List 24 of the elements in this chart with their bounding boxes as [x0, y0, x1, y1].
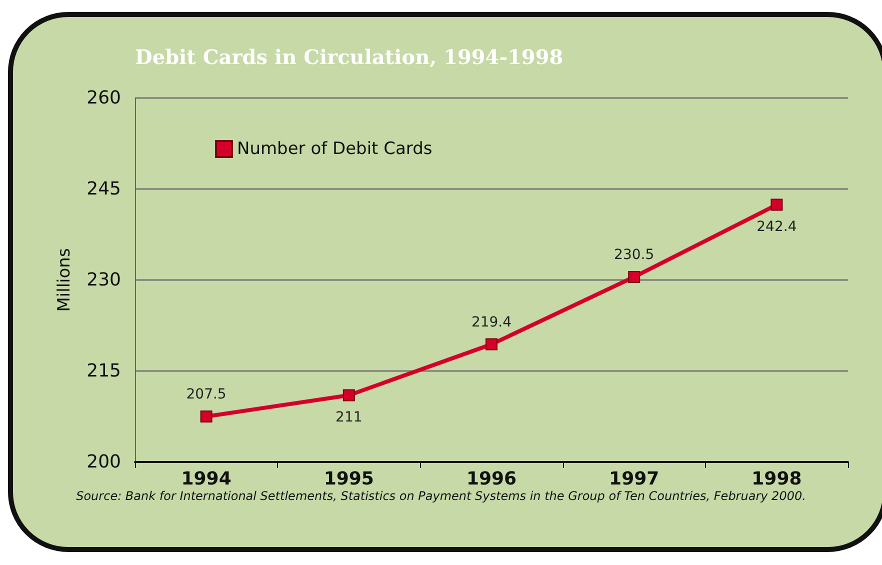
data-label: 242.4 — [756, 218, 797, 235]
point — [770, 198, 783, 211]
data-label: 207.5 — [186, 386, 226, 402]
data-label: 211 — [336, 409, 362, 426]
data-label: 230.5 — [614, 246, 654, 263]
legend-label: Number of Debit Cards — [237, 139, 432, 159]
point — [342, 389, 355, 402]
y-tick-label: 230 — [86, 270, 121, 290]
source-note: Source: Bank for International Settlements, Statistics on Payment Systems in the Group of Ten Countries, February 2000. — [76, 489, 806, 503]
x-tick-label: 1995 — [324, 468, 374, 490]
y-axis-title: Millions — [54, 248, 74, 312]
point — [628, 270, 640, 283]
y-tick-label: 260 — [86, 88, 121, 108]
chart-title: Debit Cards in Circulation, 1994-1998 — [135, 45, 564, 69]
x-tick-label: 1998 — [752, 468, 802, 490]
x-tick-label: 1994 — [181, 468, 232, 490]
x-tick-label: 1996 — [466, 468, 517, 490]
point — [200, 410, 212, 422]
point — [486, 338, 498, 350]
y-tick-label: 215 — [86, 360, 121, 382]
y-tick-label: 200 — [86, 452, 121, 472]
data-label: 219.4 — [471, 314, 512, 330]
y-tick-label: 245 — [86, 178, 121, 200]
x-tick-label: 1997 — [609, 468, 660, 490]
